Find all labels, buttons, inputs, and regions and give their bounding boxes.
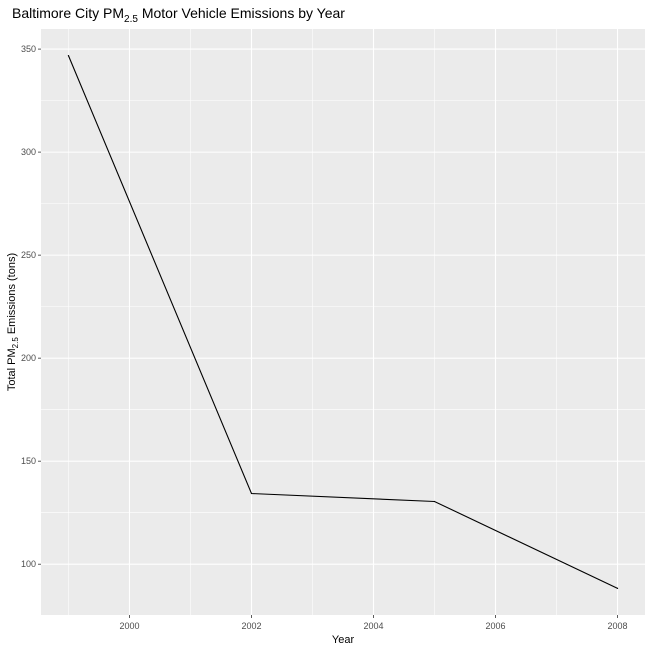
tick-layer: 2000 2002 2004 2006 2008 100 150 200 250 300 350 xyxy=(21,44,628,631)
y-tick-label: 350 xyxy=(21,44,36,54)
plot-panel xyxy=(41,29,645,615)
y-tick-label: 300 xyxy=(21,147,36,157)
x-tick-label: 2006 xyxy=(486,621,506,631)
y-axis-title-suffix: Emissions (tons) xyxy=(6,253,18,337)
chart-title-suffix: Motor Vehicle Emissions by Year xyxy=(138,5,345,21)
x-tick-label: 2000 xyxy=(119,621,139,631)
data-point xyxy=(67,55,70,57)
chart-title-prefix: Baltimore City PM xyxy=(12,5,124,21)
series-line xyxy=(67,55,618,589)
x-tick-label: 2004 xyxy=(363,621,383,631)
y-tick-label: 150 xyxy=(21,456,36,466)
grid-layer xyxy=(41,29,645,615)
y-tick-label: 200 xyxy=(21,353,36,363)
y-tick-label: 100 xyxy=(21,559,36,569)
y-tick-label: 250 xyxy=(21,250,36,260)
data-point xyxy=(616,587,619,589)
data-point xyxy=(250,492,253,495)
data-point xyxy=(433,500,436,503)
chart-title-subscript: 2.5 xyxy=(124,14,138,25)
x-tick-label: 2002 xyxy=(241,621,261,631)
y-axis-title: Total PM2.5 Emissions (tons) xyxy=(6,253,20,391)
series-layer xyxy=(67,55,619,589)
x-axis-title: Year xyxy=(332,634,355,646)
x-tick-label: 2008 xyxy=(608,621,628,631)
y-axis-title-subscript: 2.5 xyxy=(11,337,20,349)
y-axis-title-prefix: Total PM xyxy=(6,348,18,391)
chart-title: Baltimore City PM2.5 Motor Vehicle Emiss… xyxy=(12,5,345,25)
